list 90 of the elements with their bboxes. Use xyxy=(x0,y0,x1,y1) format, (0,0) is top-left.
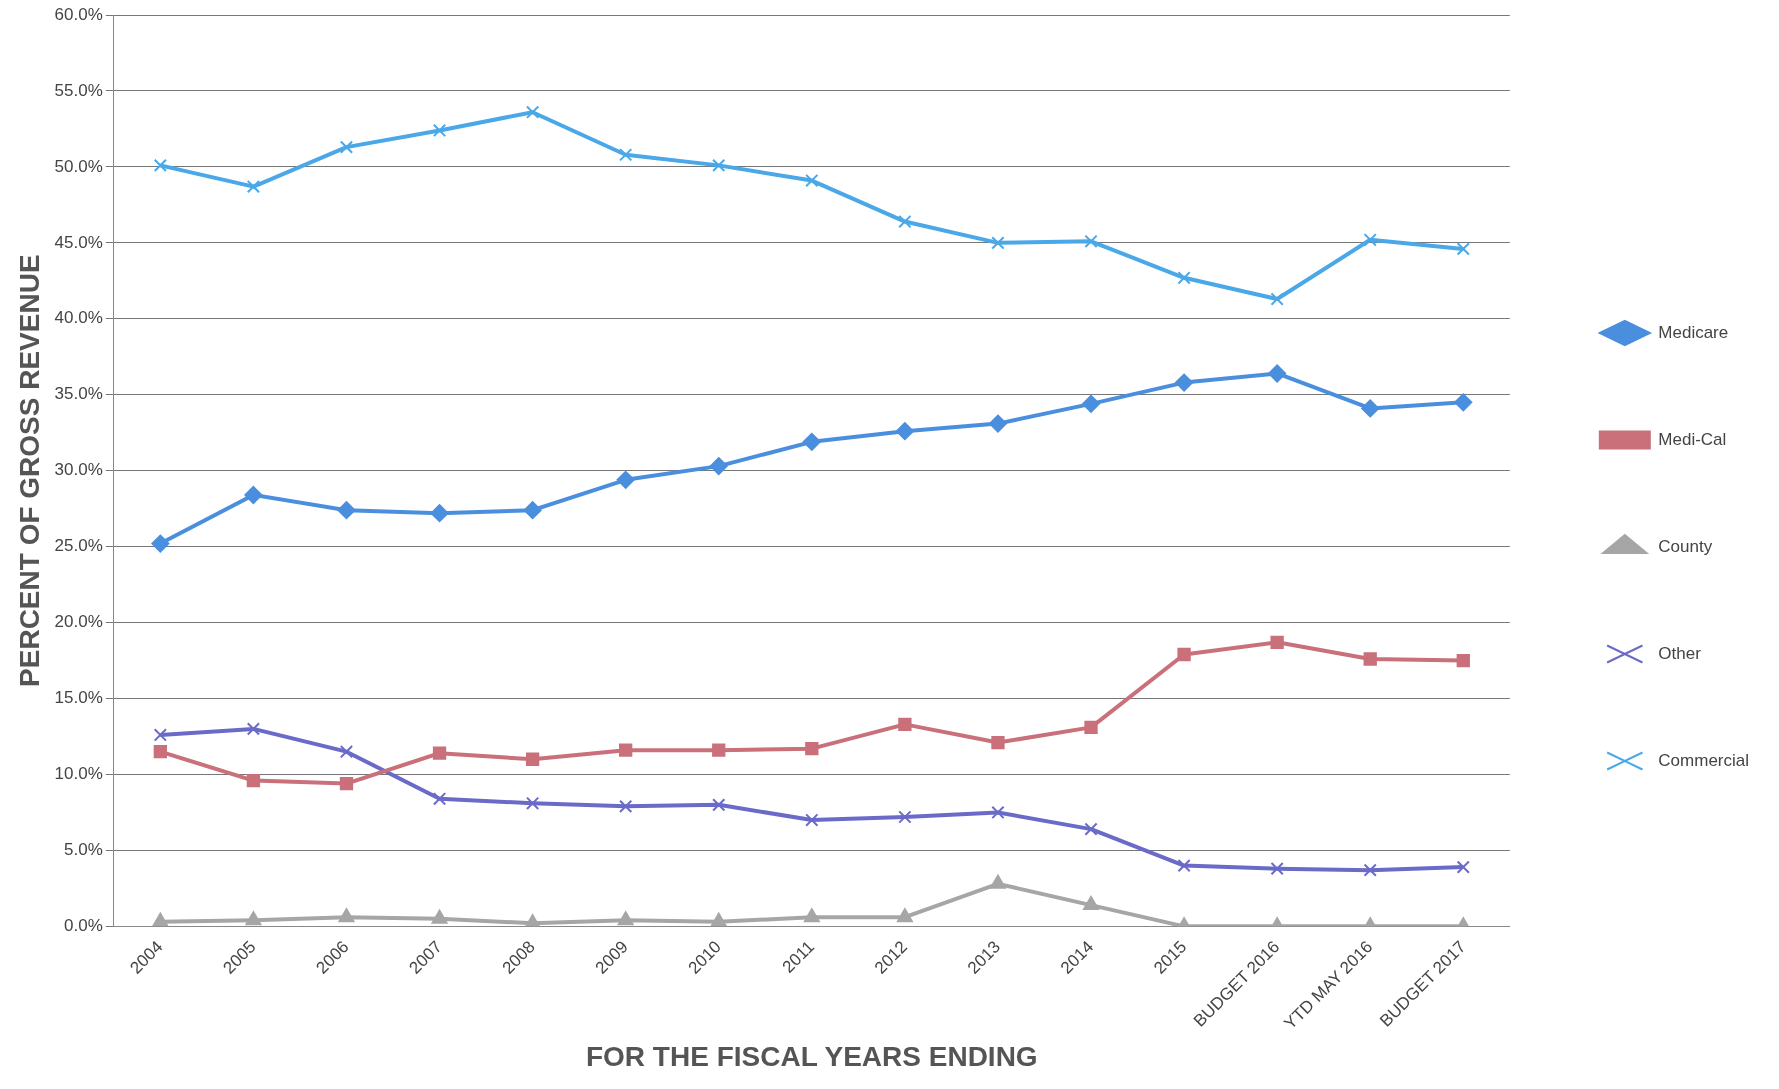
point xyxy=(1454,393,1473,412)
point xyxy=(1363,652,1377,666)
point xyxy=(805,741,819,756)
point xyxy=(432,123,447,138)
y-tick-label: 10.0% xyxy=(54,764,103,784)
point xyxy=(991,805,1005,820)
y-tick-label: 20.0% xyxy=(54,612,103,632)
point xyxy=(432,792,447,806)
point xyxy=(1084,234,1098,248)
x-axis-title: FOR THE FISCAL YEARS ENDING xyxy=(585,1040,1038,1072)
point xyxy=(709,457,728,476)
y-tick-label: 15.0% xyxy=(54,688,103,708)
point xyxy=(898,810,912,824)
point xyxy=(802,432,821,451)
point xyxy=(616,470,635,489)
legend-label: Medi-Cal xyxy=(1658,429,1727,449)
point xyxy=(898,214,912,229)
point xyxy=(1175,373,1194,392)
legend-label: Other xyxy=(1658,643,1702,663)
point xyxy=(1270,861,1284,876)
point xyxy=(619,743,633,757)
point xyxy=(1268,364,1287,383)
y-tick-label: 0.0% xyxy=(64,916,103,936)
y-tick-label: 25.0% xyxy=(54,536,103,556)
point xyxy=(1456,860,1470,874)
point xyxy=(712,158,726,173)
y-tick-label: 60.0% xyxy=(54,4,103,24)
point xyxy=(339,776,354,791)
point xyxy=(1456,242,1470,256)
y-tick-label: 50.0% xyxy=(54,156,103,176)
point xyxy=(895,422,914,441)
point xyxy=(244,485,263,504)
point xyxy=(988,414,1007,433)
point xyxy=(1456,653,1470,668)
point xyxy=(619,148,633,162)
point xyxy=(152,912,169,927)
point xyxy=(1270,635,1284,649)
point xyxy=(803,908,820,923)
y-tick-label: 55.0% xyxy=(54,80,103,100)
point xyxy=(153,158,167,173)
legend-label: County xyxy=(1658,536,1713,556)
point xyxy=(805,813,819,827)
point xyxy=(990,874,1006,889)
y-axis-title: PERCENT OF GROSS REVENUE xyxy=(13,254,45,687)
point xyxy=(805,173,819,188)
y-tick-label: 5.0% xyxy=(64,840,103,860)
point xyxy=(1363,863,1377,877)
point xyxy=(151,534,170,553)
point xyxy=(619,799,633,814)
point xyxy=(245,911,262,926)
y-tick-label: 45.0% xyxy=(54,232,103,252)
point xyxy=(898,717,912,731)
point xyxy=(617,911,634,926)
legend-label: Commercial xyxy=(1658,750,1750,770)
point xyxy=(523,501,542,520)
point xyxy=(1177,271,1191,285)
point xyxy=(1177,647,1191,662)
point xyxy=(1270,292,1284,306)
point xyxy=(339,140,354,154)
point xyxy=(339,745,354,759)
point xyxy=(430,504,449,523)
point xyxy=(1083,896,1099,911)
point xyxy=(1177,858,1191,873)
y-tick-label: 40.0% xyxy=(54,308,103,328)
point xyxy=(710,912,727,927)
point xyxy=(1084,822,1098,836)
point xyxy=(1082,394,1101,413)
point xyxy=(896,908,913,923)
point xyxy=(712,743,726,757)
point xyxy=(246,179,261,194)
y-tick-label: 35.0% xyxy=(54,384,103,404)
point xyxy=(525,752,540,766)
point xyxy=(432,746,447,760)
point xyxy=(153,728,167,742)
point xyxy=(153,745,167,759)
point xyxy=(525,796,540,810)
point xyxy=(712,798,726,812)
y-tick-label: 30.0% xyxy=(54,460,103,480)
point xyxy=(246,773,261,788)
point xyxy=(1361,399,1380,418)
legend-label: Medicare xyxy=(1658,322,1729,342)
point xyxy=(1084,720,1098,735)
point xyxy=(991,236,1005,250)
point xyxy=(991,735,1005,750)
point xyxy=(337,501,356,520)
point xyxy=(338,908,355,923)
point xyxy=(1363,233,1377,247)
point xyxy=(431,909,448,924)
point xyxy=(525,105,540,119)
point xyxy=(246,722,261,736)
